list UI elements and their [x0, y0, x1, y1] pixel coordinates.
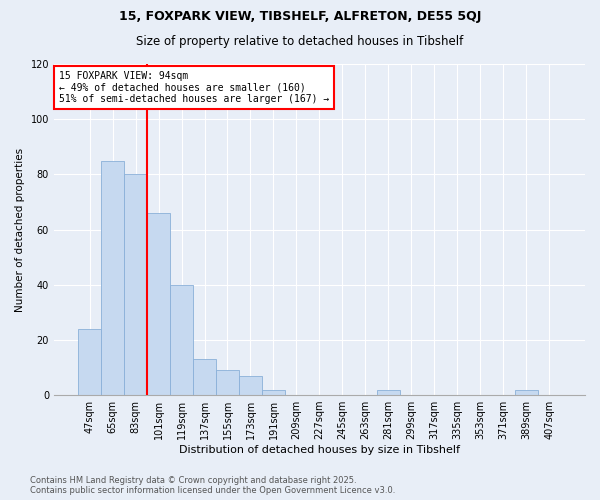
- Bar: [239, 376, 262, 395]
- Bar: [101, 160, 124, 395]
- Text: Size of property relative to detached houses in Tibshelf: Size of property relative to detached ho…: [136, 35, 464, 48]
- Text: Contains HM Land Registry data © Crown copyright and database right 2025.
Contai: Contains HM Land Registry data © Crown c…: [30, 476, 395, 495]
- Bar: [377, 390, 400, 395]
- Bar: [193, 359, 216, 395]
- Bar: [78, 329, 101, 395]
- Bar: [216, 370, 239, 395]
- Bar: [147, 213, 170, 395]
- Bar: [170, 284, 193, 395]
- Bar: [262, 390, 285, 395]
- X-axis label: Distribution of detached houses by size in Tibshelf: Distribution of detached houses by size …: [179, 445, 460, 455]
- Bar: [124, 174, 147, 395]
- Y-axis label: Number of detached properties: Number of detached properties: [15, 148, 25, 312]
- Bar: [515, 390, 538, 395]
- Text: 15, FOXPARK VIEW, TIBSHELF, ALFRETON, DE55 5QJ: 15, FOXPARK VIEW, TIBSHELF, ALFRETON, DE…: [119, 10, 481, 23]
- Text: 15 FOXPARK VIEW: 94sqm
← 49% of detached houses are smaller (160)
51% of semi-de: 15 FOXPARK VIEW: 94sqm ← 49% of detached…: [59, 70, 329, 104]
